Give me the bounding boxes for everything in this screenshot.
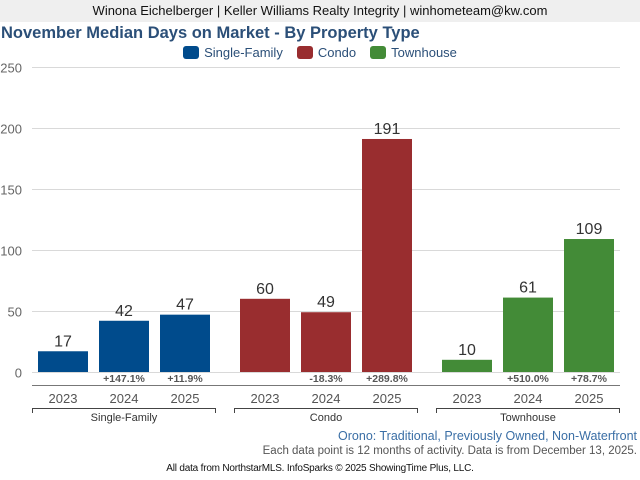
x-tick-label: 2024 (514, 391, 543, 406)
legend-swatch-single-family (183, 46, 200, 59)
bar-single-family-2024 (99, 320, 149, 372)
data-label: 109 (576, 221, 603, 238)
data-label: 49 (317, 294, 335, 311)
legend-swatch-condo (296, 46, 313, 59)
data-note: Each data point is 12 months of activity… (262, 445, 637, 457)
data-label: 10 (458, 342, 476, 359)
y-tick-label: 250 (0, 61, 22, 76)
bar-townhouse-2023 (442, 359, 492, 372)
x-tick-label: 2025 (373, 391, 402, 406)
legend-item-condo[interactable]: Condo (296, 45, 357, 60)
x-tick-label: 2024 (110, 391, 139, 406)
x-tick-label: 2023 (453, 391, 482, 406)
chart-subtitle: Orono: Traditional, Previously Owned, No… (338, 429, 637, 443)
group-label: Condo (310, 412, 342, 424)
group-label: Townhouse (500, 412, 556, 424)
data-label: 42 (115, 303, 133, 320)
group-bracket (234, 408, 418, 413)
bar-single-family-2023 (38, 351, 88, 372)
y-tick-label: 200 (0, 122, 22, 137)
legend-item-single-family[interactable]: Single-Family (183, 45, 283, 60)
change-label: +289.8% (366, 373, 408, 385)
bar-condo-2023 (240, 298, 290, 372)
x-tick-label: 2023 (251, 391, 280, 406)
agent-header: Winona Eichelberger | Keller Williams Re… (0, 0, 640, 22)
x-tick-label: 2025 (575, 391, 604, 406)
group-bracket (32, 408, 216, 413)
bar-single-family-2025 (160, 314, 210, 372)
group-bracket (436, 408, 620, 413)
legend-label-condo: Condo (317, 45, 357, 60)
y-tick-label: 100 (0, 244, 22, 259)
data-label: 60 (256, 281, 274, 298)
x-tick-label: 2024 (312, 391, 341, 406)
legend-label-townhouse: Townhouse (391, 45, 457, 60)
legend-label-single-family: Single-Family (204, 45, 283, 60)
change-label: -18.3% (309, 373, 343, 385)
bar-townhouse-2024 (503, 297, 553, 372)
change-label: +510.0% (507, 373, 549, 385)
data-label: 17 (54, 333, 72, 350)
group-label: Single-Family (91, 412, 158, 424)
x-tick-label: 2025 (171, 391, 200, 406)
x-tick-label: 2023 (49, 391, 78, 406)
data-label: 61 (519, 280, 537, 297)
y-tick-label: 0 (15, 366, 22, 381)
legend-item-townhouse[interactable]: Townhouse (370, 45, 457, 60)
change-label: +78.7% (571, 373, 608, 385)
change-label: +11.9% (167, 373, 203, 385)
y-tick-label: 150 (0, 183, 22, 198)
legend-swatch-townhouse (370, 46, 387, 59)
bar-condo-2024 (301, 312, 351, 372)
bar-chart: 0 50 100 150 200 250 17 2023 42 +147.1% 2024 47 +11.… (0, 61, 620, 424)
chart-title: November Median Days on Market - By Prop… (1, 24, 420, 42)
data-credit: All data from NorthstarMLS. InfoSparks ©… (166, 463, 474, 474)
data-label: 191 (374, 121, 401, 138)
bar-condo-2025 (362, 138, 412, 372)
bar-townhouse-2025 (564, 239, 614, 372)
data-label: 47 (176, 297, 194, 314)
y-tick-label: 50 (8, 305, 22, 320)
change-label: +147.1% (103, 373, 145, 385)
legend: Single-Family Condo Townhouse (0, 45, 640, 60)
